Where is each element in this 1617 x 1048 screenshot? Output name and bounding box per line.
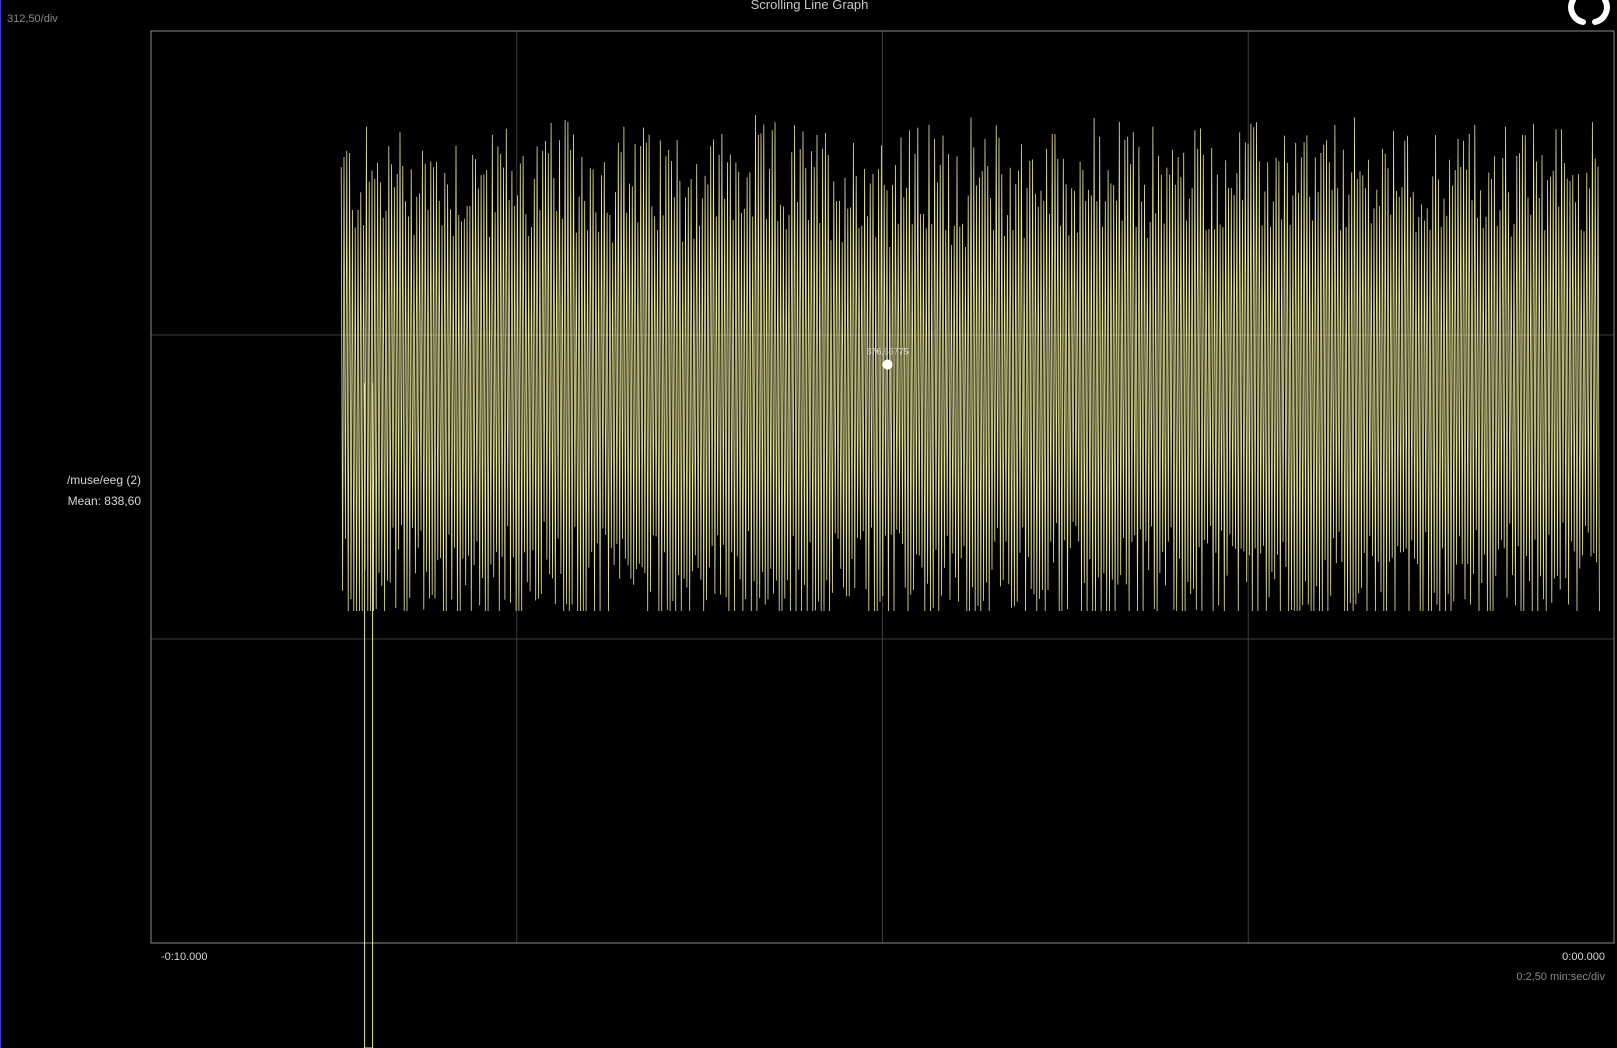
signal-line	[340, 115, 1600, 612]
x-axis-start-label: -0:10.000	[161, 951, 208, 963]
reset-view-button[interactable]	[1567, 0, 1613, 28]
y-scale-label: 312,50/div	[7, 13, 58, 25]
plot-frame	[150, 30, 1615, 944]
x-scale-label: 0:2,50 min:sec/div	[1516, 971, 1605, 983]
cursor-value-label: 876,66775	[866, 347, 909, 357]
x-axis-end-label: 0:00.000	[1562, 951, 1605, 963]
window-title: Scrolling Line Graph	[750, 0, 869, 12]
refresh-icon	[1568, 0, 1610, 25]
signal-spike	[364, 383, 374, 1048]
series-name-label: /muse/eeg (2)	[66, 473, 141, 487]
cursor-marker[interactable]: 876,66775	[866, 347, 909, 370]
circle-marker-icon[interactable]	[882, 359, 893, 370]
series-mean-label: Mean: 838,60	[67, 494, 141, 508]
